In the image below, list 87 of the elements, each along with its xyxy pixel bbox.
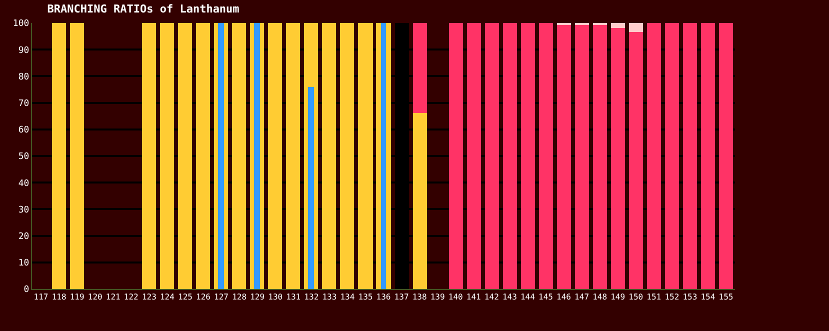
bar bbox=[701, 23, 715, 289]
bar bbox=[611, 28, 625, 289]
x-tick-label: 128 bbox=[232, 292, 247, 302]
bar bbox=[575, 24, 589, 289]
bar bbox=[611, 23, 625, 28]
bar bbox=[52, 23, 66, 289]
x-tick-label: 139 bbox=[430, 292, 445, 302]
bar bbox=[70, 23, 84, 289]
bar bbox=[557, 24, 571, 289]
bar bbox=[196, 23, 210, 289]
x-tick-label: 154 bbox=[700, 292, 716, 302]
x-tick-label: 119 bbox=[70, 292, 84, 302]
bar bbox=[322, 23, 336, 289]
bar bbox=[381, 23, 386, 289]
bar bbox=[719, 23, 733, 289]
bar bbox=[254, 23, 260, 289]
x-tick-label: 122 bbox=[124, 292, 139, 302]
bar bbox=[142, 23, 156, 289]
x-tick-label: 141 bbox=[466, 292, 482, 302]
y-tick-label: 30 bbox=[18, 205, 30, 216]
x-tick-label: 123 bbox=[142, 292, 157, 302]
x-tick-label: 137 bbox=[394, 292, 409, 302]
x-tick-label: 132 bbox=[304, 292, 319, 302]
bar bbox=[178, 23, 192, 289]
x-tick-label: 134 bbox=[340, 292, 355, 302]
bar bbox=[449, 23, 463, 289]
bar bbox=[413, 23, 427, 113]
x-tick-label: 135 bbox=[358, 292, 373, 302]
x-tick-label: 136 bbox=[376, 292, 391, 302]
x-tick-label: 129 bbox=[250, 292, 265, 302]
x-tick-label: 138 bbox=[412, 292, 427, 302]
x-tick-label: 126 bbox=[196, 292, 211, 302]
x-tick-label: 152 bbox=[664, 292, 680, 302]
x-tick-label: 121 bbox=[106, 292, 121, 302]
x-tick-label: 147 bbox=[574, 292, 590, 302]
x-tick-label: 118 bbox=[52, 292, 66, 302]
y-tick-label: 90 bbox=[18, 46, 30, 56]
y-tick-label: 0 bbox=[24, 285, 30, 296]
bar bbox=[413, 113, 427, 289]
bar bbox=[340, 23, 354, 289]
y-tick-label: 100 bbox=[12, 19, 30, 30]
bar bbox=[647, 23, 661, 289]
x-tick-label: 117 bbox=[34, 292, 48, 302]
x-tick-label: 131 bbox=[286, 292, 301, 302]
x-tick-label: 146 bbox=[556, 292, 572, 302]
y-tick-label: 70 bbox=[18, 98, 30, 109]
x-tick-label: 140 bbox=[448, 292, 464, 302]
x-tick-label: 124 bbox=[160, 292, 175, 302]
y-tick-label: 40 bbox=[18, 178, 30, 189]
x-tick-label: 133 bbox=[322, 292, 337, 302]
bar bbox=[160, 23, 174, 289]
y-tick-label: 80 bbox=[18, 72, 30, 82]
bar bbox=[629, 23, 643, 32]
bar bbox=[268, 23, 282, 289]
y-tick-label: 20 bbox=[18, 232, 30, 242]
x-tick-label: 149 bbox=[610, 292, 626, 302]
bar bbox=[308, 87, 314, 289]
x-tick-label: 144 bbox=[520, 292, 536, 302]
bar bbox=[665, 23, 679, 289]
bar bbox=[521, 23, 535, 289]
y-tick-label: 60 bbox=[18, 126, 30, 136]
x-tick-label: 150 bbox=[628, 292, 644, 302]
bar bbox=[218, 23, 224, 289]
chart-title: BRANCHING RATIOs of Lanthanum bbox=[47, 2, 240, 16]
bar bbox=[593, 24, 607, 289]
x-tick-label: 143 bbox=[502, 292, 518, 302]
bar bbox=[485, 23, 499, 289]
x-tick-label: 155 bbox=[718, 292, 734, 302]
x-tick-label: 151 bbox=[646, 292, 662, 302]
bar bbox=[286, 23, 300, 289]
x-tick-label: 148 bbox=[592, 292, 608, 302]
bar bbox=[467, 23, 481, 289]
bar bbox=[629, 32, 643, 289]
bar bbox=[683, 23, 697, 289]
bar bbox=[358, 23, 373, 289]
x-tick-label: 125 bbox=[178, 292, 193, 302]
bar bbox=[503, 23, 517, 289]
x-tick-label: 145 bbox=[538, 292, 554, 302]
x-tick-label: 142 bbox=[484, 292, 500, 302]
x-tick-label: 130 bbox=[268, 292, 283, 302]
y-tick-label: 50 bbox=[18, 152, 30, 162]
bar bbox=[232, 23, 246, 289]
x-tick-label: 120 bbox=[88, 292, 102, 302]
y-tick-label: 10 bbox=[18, 258, 30, 269]
x-tick-label: 127 bbox=[214, 292, 229, 302]
x-tick-label: 153 bbox=[682, 292, 698, 302]
bar bbox=[539, 23, 553, 289]
